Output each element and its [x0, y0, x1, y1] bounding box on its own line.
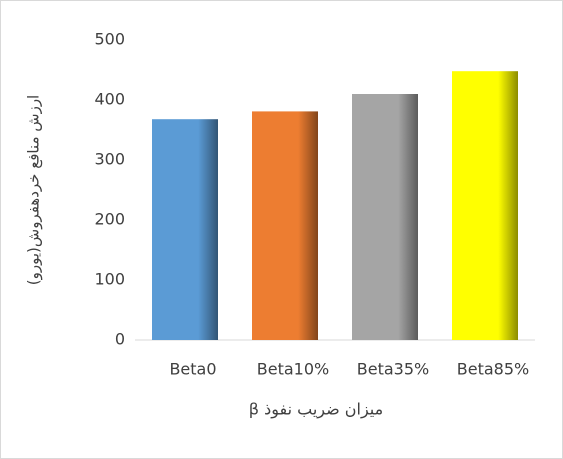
y-tick-label: 300: [94, 150, 125, 169]
y-tick-label: 100: [94, 270, 125, 289]
x-tick-label: Beta0: [169, 360, 216, 379]
x-axis-label: میزان ضریب نفوذ β: [249, 400, 383, 420]
bar: [152, 119, 218, 340]
y-axis-label: ارزش منافع خردهفروش(یورو): [25, 95, 43, 285]
x-tick-label: Beta10%: [257, 360, 329, 379]
y-tick-label: 0: [115, 330, 125, 349]
bar: [252, 111, 318, 341]
bar: [452, 71, 518, 340]
y-tick-label: 400: [94, 90, 125, 109]
x-tick-label: Beta35%: [357, 360, 429, 379]
y-tick-label: 500: [94, 30, 125, 49]
x-tick-label: Beta85%: [457, 360, 529, 379]
y-tick-label: 200: [94, 210, 125, 229]
bar: [352, 94, 418, 340]
